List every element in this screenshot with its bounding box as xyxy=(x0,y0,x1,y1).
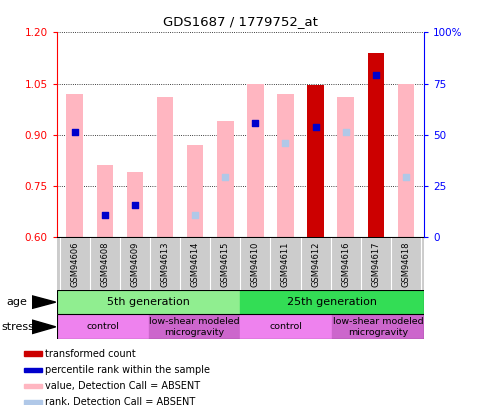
Point xyxy=(131,201,139,208)
Text: GSM94608: GSM94608 xyxy=(101,241,109,287)
Text: GSM94606: GSM94606 xyxy=(70,241,79,287)
Point xyxy=(312,124,319,130)
Bar xyxy=(277,94,294,237)
Bar xyxy=(368,53,384,237)
Text: low-shear modeled
microgravity: low-shear modeled microgravity xyxy=(333,317,423,337)
Point xyxy=(191,211,199,218)
Bar xyxy=(157,97,174,237)
Title: GDS1687 / 1779752_at: GDS1687 / 1779752_at xyxy=(163,15,318,28)
Point xyxy=(101,211,109,218)
Polygon shape xyxy=(32,296,56,309)
Text: GSM94611: GSM94611 xyxy=(281,241,290,287)
Point xyxy=(71,129,79,136)
Text: age: age xyxy=(6,297,27,307)
Bar xyxy=(241,314,332,339)
Point xyxy=(282,140,289,147)
Bar xyxy=(25,352,42,356)
Text: GSM94609: GSM94609 xyxy=(131,241,140,287)
Bar xyxy=(148,314,241,339)
Point xyxy=(251,119,259,126)
Text: stress: stress xyxy=(1,322,34,332)
Text: value, Detection Call = ABSENT: value, Detection Call = ABSENT xyxy=(45,381,200,391)
Text: GSM94613: GSM94613 xyxy=(161,241,170,287)
Text: control: control xyxy=(86,322,119,331)
Text: GSM94612: GSM94612 xyxy=(311,241,320,287)
Polygon shape xyxy=(32,320,56,334)
Bar xyxy=(187,145,204,237)
Text: 5th generation: 5th generation xyxy=(107,297,190,307)
Bar xyxy=(25,368,42,372)
Point xyxy=(342,129,350,136)
Point xyxy=(221,174,229,181)
Bar xyxy=(97,165,113,237)
Text: rank, Detection Call = ABSENT: rank, Detection Call = ABSENT xyxy=(45,397,195,405)
Bar xyxy=(217,121,234,237)
Bar xyxy=(247,83,264,237)
Text: GSM94616: GSM94616 xyxy=(341,241,350,287)
Text: control: control xyxy=(270,322,303,331)
Text: 25th generation: 25th generation xyxy=(287,297,377,307)
Bar xyxy=(398,83,414,237)
Bar xyxy=(67,94,83,237)
Point xyxy=(402,174,410,181)
Text: transformed count: transformed count xyxy=(45,349,136,358)
Bar xyxy=(25,401,42,405)
Text: percentile rank within the sample: percentile rank within the sample xyxy=(45,365,210,375)
Text: GSM94615: GSM94615 xyxy=(221,241,230,287)
Text: GSM94617: GSM94617 xyxy=(371,241,380,287)
Bar xyxy=(337,97,354,237)
Bar xyxy=(25,384,42,388)
Bar xyxy=(57,314,148,339)
Bar xyxy=(241,290,424,314)
Bar xyxy=(332,314,424,339)
Bar xyxy=(57,290,241,314)
Point xyxy=(372,72,380,78)
Text: GSM94614: GSM94614 xyxy=(191,241,200,287)
Bar xyxy=(307,85,324,237)
Text: GSM94618: GSM94618 xyxy=(401,241,410,287)
Bar xyxy=(127,172,143,237)
Text: low-shear modeled
microgravity: low-shear modeled microgravity xyxy=(149,317,240,337)
Text: GSM94610: GSM94610 xyxy=(251,241,260,287)
